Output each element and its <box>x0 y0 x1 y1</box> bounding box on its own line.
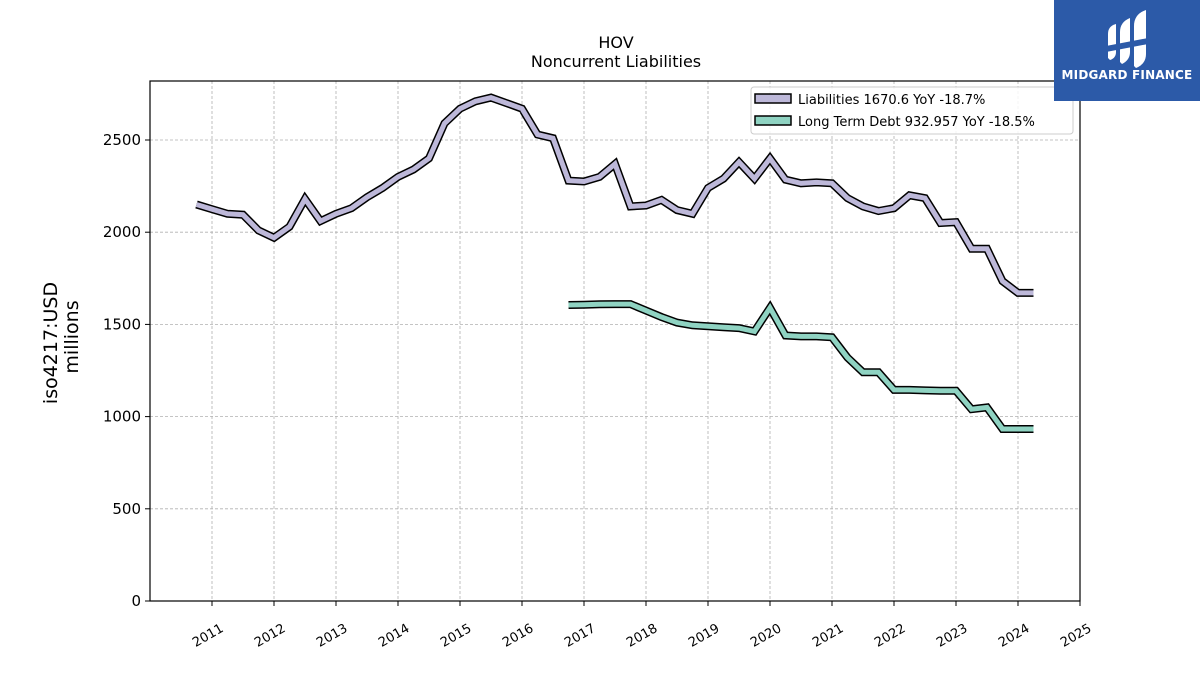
legend-swatch-liabilities <box>754 93 792 104</box>
legend-swatch-long-term-debt <box>754 115 792 126</box>
y-tick-label: 1000 <box>103 408 141 426</box>
x-tick-label: 2012 <box>252 621 288 651</box>
x-tick-label: 2020 <box>748 621 784 651</box>
x-tick-label: 2024 <box>996 621 1032 651</box>
y-axis-label-line2: millions <box>61 300 83 373</box>
x-tick-label: 2022 <box>872 621 908 651</box>
chart-title: HOV <box>598 33 633 52</box>
y-tick-label: 2000 <box>103 223 141 241</box>
y-tick-label: 2500 <box>103 131 141 149</box>
logo-text: MIDGARD FINANCE <box>1061 68 1193 82</box>
x-tick-label: 2019 <box>686 621 722 651</box>
x-tick-label: 2013 <box>314 621 350 651</box>
y-tick-label: 1500 <box>103 315 141 333</box>
x-tick-label: 2015 <box>438 621 474 651</box>
legend: Liabilities 1670.6 YoY -18.7% Long Term … <box>750 86 1074 135</box>
series-line-long-term-debt <box>568 301 1034 432</box>
x-tick-label: 2014 <box>376 621 412 651</box>
x-tick-label: 2021 <box>810 621 846 651</box>
x-tick-label: 2017 <box>562 621 598 651</box>
legend-box <box>750 86 1074 135</box>
legend-label-long-term-debt: Long Term Debt 932.957 YoY -18.5% <box>798 115 1035 130</box>
x-axis-ticks: 2011 2012 2013 2014 2015 2016 2017 2018 2019 2020… <box>190 601 1094 651</box>
x-tick-label: 2016 <box>500 621 536 651</box>
series-line-liabilities <box>195 94 1034 296</box>
grid-lines <box>150 81 1080 601</box>
series-layer <box>195 93 1034 433</box>
legend-label-liabilities: Liabilities 1670.6 YoY -18.7% <box>798 93 985 108</box>
logo-mark-icon <box>1106 10 1148 68</box>
x-tick-label: 2023 <box>934 621 970 651</box>
x-tick-label: 2018 <box>624 621 660 651</box>
y-axis-ticks: 0 500 1000 1500 2000 2500 <box>103 131 150 610</box>
plot-area-frame <box>149 80 1081 602</box>
midgard-finance-logo: MIDGARD FINANCE <box>1054 0 1200 101</box>
y-tick-label: 500 <box>112 500 141 518</box>
x-tick-label: 2011 <box>190 621 226 651</box>
chart-subtitle: Noncurrent Liabilities <box>531 52 701 71</box>
series-outline-long-term-debt <box>568 300 1034 433</box>
y-axis-label-line1: iso4217:USD <box>40 282 62 404</box>
x-tick-label: 2025 <box>1058 621 1094 651</box>
y-tick-label: 0 <box>131 592 141 610</box>
